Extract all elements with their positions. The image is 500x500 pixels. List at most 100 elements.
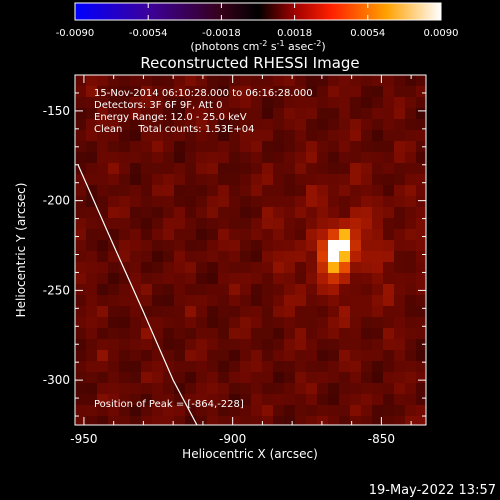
heatmap-cell: [218, 416, 230, 425]
heatmap-cell: [416, 240, 426, 252]
heatmap-cell: [295, 75, 307, 87]
heatmap-cell: [416, 196, 426, 208]
heatmap-cell: [361, 218, 373, 230]
heatmap-cell: [97, 284, 109, 296]
heatmap-cell: [152, 317, 164, 329]
heatmap-cell: [163, 383, 175, 395]
heatmap-cell: [174, 405, 186, 417]
heatmap-cell: [317, 130, 329, 142]
heatmap-cell: [86, 262, 98, 274]
heatmap-cell: [185, 416, 197, 425]
heatmap-cell: [372, 251, 384, 263]
heatmap-cell: [108, 416, 120, 425]
heatmap-cell: [152, 229, 164, 241]
heatmap-cell: [97, 119, 109, 131]
heatmap-cell: [86, 251, 98, 263]
heatmap-cell: [75, 207, 87, 219]
heatmap-cell: [163, 86, 175, 98]
heatmap-cell: [141, 152, 153, 164]
heatmap-cell: [229, 229, 241, 241]
heatmap-cell: [185, 141, 197, 153]
heatmap-cell: [218, 306, 230, 318]
heatmap-cell: [251, 75, 263, 87]
heatmap-cell: [416, 119, 426, 131]
heatmap-cell: [86, 383, 98, 395]
heatmap-cell: [130, 361, 142, 373]
heatmap-cell: [130, 229, 142, 241]
heatmap-cell: [207, 394, 219, 406]
heatmap-cell: [185, 251, 197, 263]
heatmap-cell: [207, 350, 219, 362]
heatmap-cell: [284, 284, 296, 296]
heatmap-cell: [196, 174, 208, 186]
heatmap-cell: [361, 229, 373, 241]
heatmap-cell: [229, 251, 241, 263]
heatmap-cell: [229, 163, 241, 175]
heatmap-cell: [295, 163, 307, 175]
heatmap-cell: [207, 75, 219, 87]
heatmap-cell: [229, 383, 241, 395]
heatmap-cell: [207, 185, 219, 197]
heatmap-cell: [361, 416, 373, 425]
heatmap-cell: [119, 97, 131, 109]
heatmap-cell: [86, 119, 98, 131]
heatmap-cell: [350, 75, 362, 87]
heatmap-cell: [174, 383, 186, 395]
heatmap-cell: [141, 185, 153, 197]
heatmap-cell: [97, 317, 109, 329]
heatmap-cell: [152, 361, 164, 373]
heatmap-cell: [218, 240, 230, 252]
heatmap-cell: [240, 163, 252, 175]
heatmap-cell: [339, 273, 351, 285]
heatmap-cell: [416, 174, 426, 186]
heatmap-cell: [240, 130, 252, 142]
heatmap-cell: [372, 295, 384, 307]
heatmap-cell: [350, 284, 362, 296]
heatmap-cell: [229, 218, 241, 230]
heatmap-cell: [273, 394, 285, 406]
heatmap-cell: [306, 152, 318, 164]
heatmap-cell: [416, 339, 426, 351]
heatmap-cell: [218, 218, 230, 230]
heatmap-cell: [141, 350, 153, 362]
heatmap-cell: [383, 207, 395, 219]
heatmap-cell: [306, 86, 318, 98]
heatmap-cell: [141, 75, 153, 87]
heatmap-cell: [361, 97, 373, 109]
heatmap-cell: [295, 306, 307, 318]
heatmap-cell: [97, 130, 109, 142]
heatmap-cell: [240, 174, 252, 186]
heatmap-cell: [372, 240, 384, 252]
heatmap-cell: [196, 372, 208, 384]
heatmap-cell: [196, 163, 208, 175]
heatmap-cell: [394, 218, 406, 230]
heatmap-cell: [207, 130, 219, 142]
heatmap-cell: [361, 207, 373, 219]
heatmap-cell: [317, 141, 329, 153]
heatmap-cell: [108, 350, 120, 362]
heatmap-cell: [207, 405, 219, 417]
heatmap-cell: [229, 317, 241, 329]
colorbar-tick-label: -0.0018: [202, 28, 241, 39]
heatmap-cell: [328, 317, 340, 329]
heatmap-cell: [218, 163, 230, 175]
heatmap-cell: [361, 196, 373, 208]
heatmap-cell: [240, 350, 252, 362]
heatmap-cell: [339, 339, 351, 351]
heatmap-cell: [416, 306, 426, 318]
heatmap-cell: [141, 218, 153, 230]
heatmap-cell: [262, 108, 274, 120]
heatmap-cell: [295, 152, 307, 164]
heatmap-cell: [273, 119, 285, 131]
heatmap-cell: [185, 405, 197, 417]
heatmap-cell: [75, 130, 87, 142]
colorbar-tick-label: 0.0054: [350, 28, 385, 39]
heatmap-cell: [394, 394, 406, 406]
heatmap-cell: [273, 295, 285, 307]
axis-ticks: -950-900-850-800-150-200-250-300: [43, 75, 426, 446]
heatmap-cell: [284, 328, 296, 340]
heatmap-cell: [361, 163, 373, 175]
heatmap-cell: [185, 306, 197, 318]
heatmap-cell: [229, 130, 241, 142]
heatmap-cell: [119, 141, 131, 153]
